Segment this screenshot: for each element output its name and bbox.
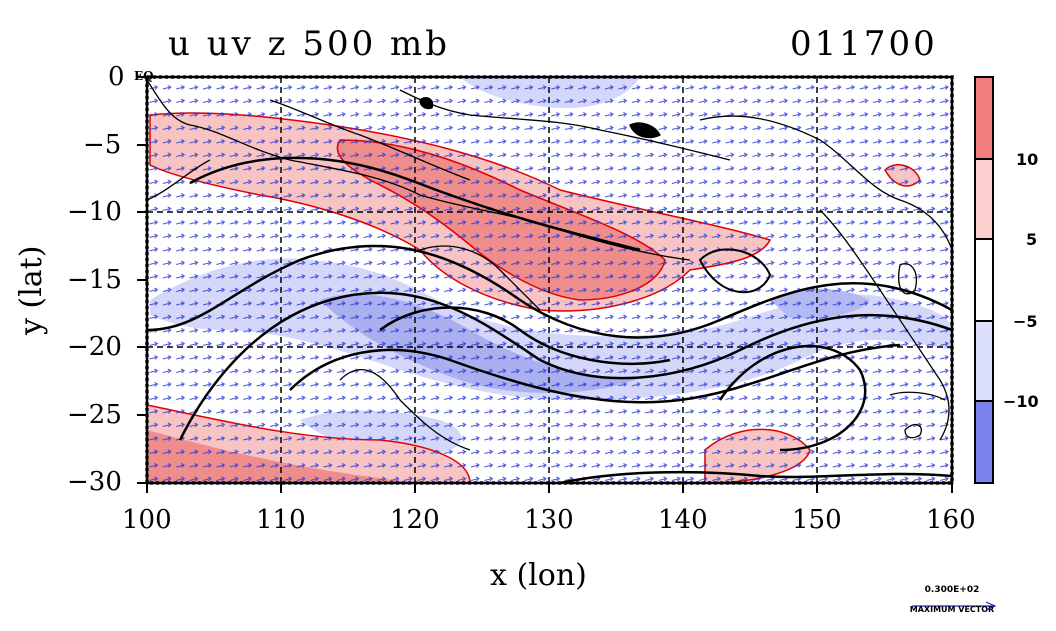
max-vector-legend: 0.300E+02 MAXIMUM VECTOR: [892, 585, 1012, 614]
max-vector-arrow: [912, 601, 997, 611]
y-axis-label: y (lat): [14, 245, 49, 335]
y-tick-minus25: −25: [67, 400, 122, 430]
max-vector-label: MAXIMUM VECTOR: [909, 605, 995, 614]
max-vector-value: 0.300E+02: [924, 585, 980, 595]
y-tick-minus20: −20: [67, 332, 122, 362]
y-tick-minus15: −15: [67, 265, 122, 295]
y-tick-minus30: −30: [67, 467, 122, 497]
y-tick-minus5: −5: [83, 130, 122, 160]
plot-title-date: 011700: [790, 24, 938, 64]
x-tick-130: 130: [524, 505, 574, 535]
map-field: [147, 77, 952, 483]
coastlines: [147, 79, 952, 451]
height-contours: [147, 156, 952, 483]
x-axis-label: x (lon): [490, 558, 587, 593]
colorbar-label-minus10: −10: [1003, 392, 1039, 411]
colorbar-label-minus5: −5: [1013, 312, 1038, 331]
x-tick-120: 120: [390, 505, 440, 535]
y-tick-minus10: −10: [67, 197, 122, 227]
axis-ticks: [137, 76, 953, 493]
colorbar-label-5: 5: [1026, 230, 1038, 249]
x-tick-150: 150: [792, 505, 842, 535]
x-tick-160: 160: [926, 505, 976, 535]
x-tick-100: 100: [122, 505, 172, 535]
lat-lon-grid: [147, 77, 952, 483]
colorbar-label-10: 10: [1016, 150, 1039, 169]
x-tick-140: 140: [658, 505, 708, 535]
equator-label: EQ: [134, 69, 154, 83]
plot-title-variable: u uv z 500 mb: [168, 24, 451, 64]
plot-frame-ticks: [145, 75, 954, 485]
x-tick-110: 110: [256, 505, 306, 535]
colorbar: [974, 76, 994, 484]
y-tick-0: 0: [108, 62, 125, 92]
